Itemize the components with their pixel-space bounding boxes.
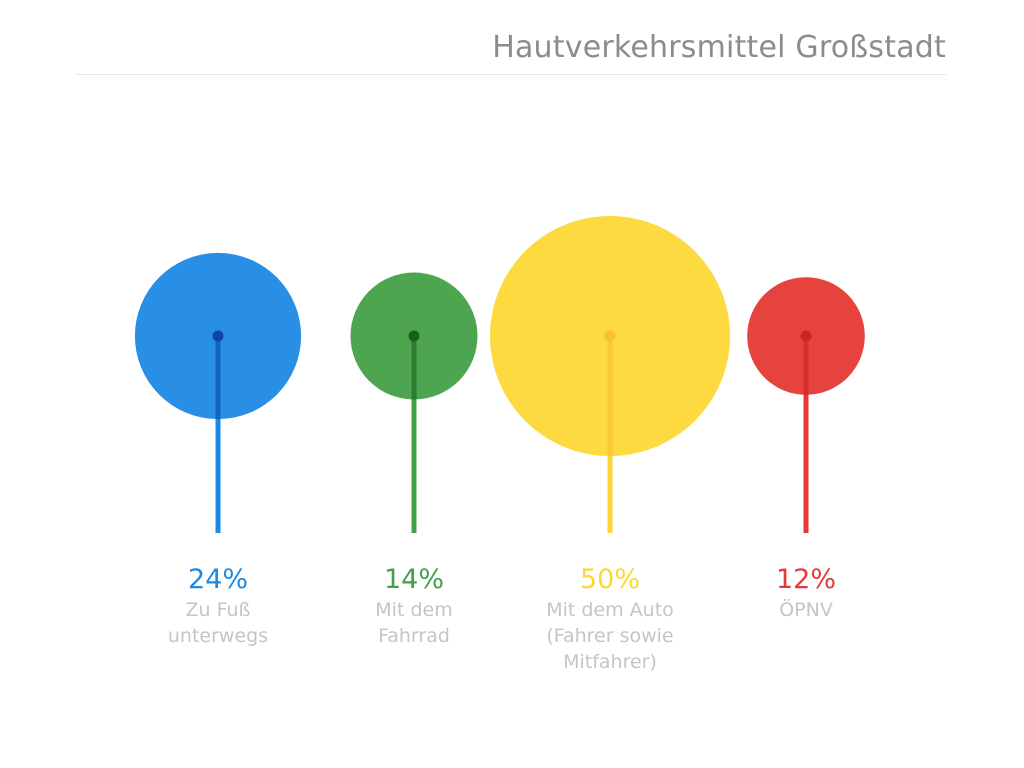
center-dot-bike bbox=[408, 330, 420, 342]
center-dot-walk bbox=[212, 330, 224, 342]
center-dot-car bbox=[604, 330, 616, 342]
chart-title: Hautverkehrsmittel Großstadt bbox=[492, 30, 946, 65]
center-dot-transit bbox=[800, 330, 812, 342]
chart-header: Hautverkehrsmittel Großstadt bbox=[76, 28, 946, 75]
